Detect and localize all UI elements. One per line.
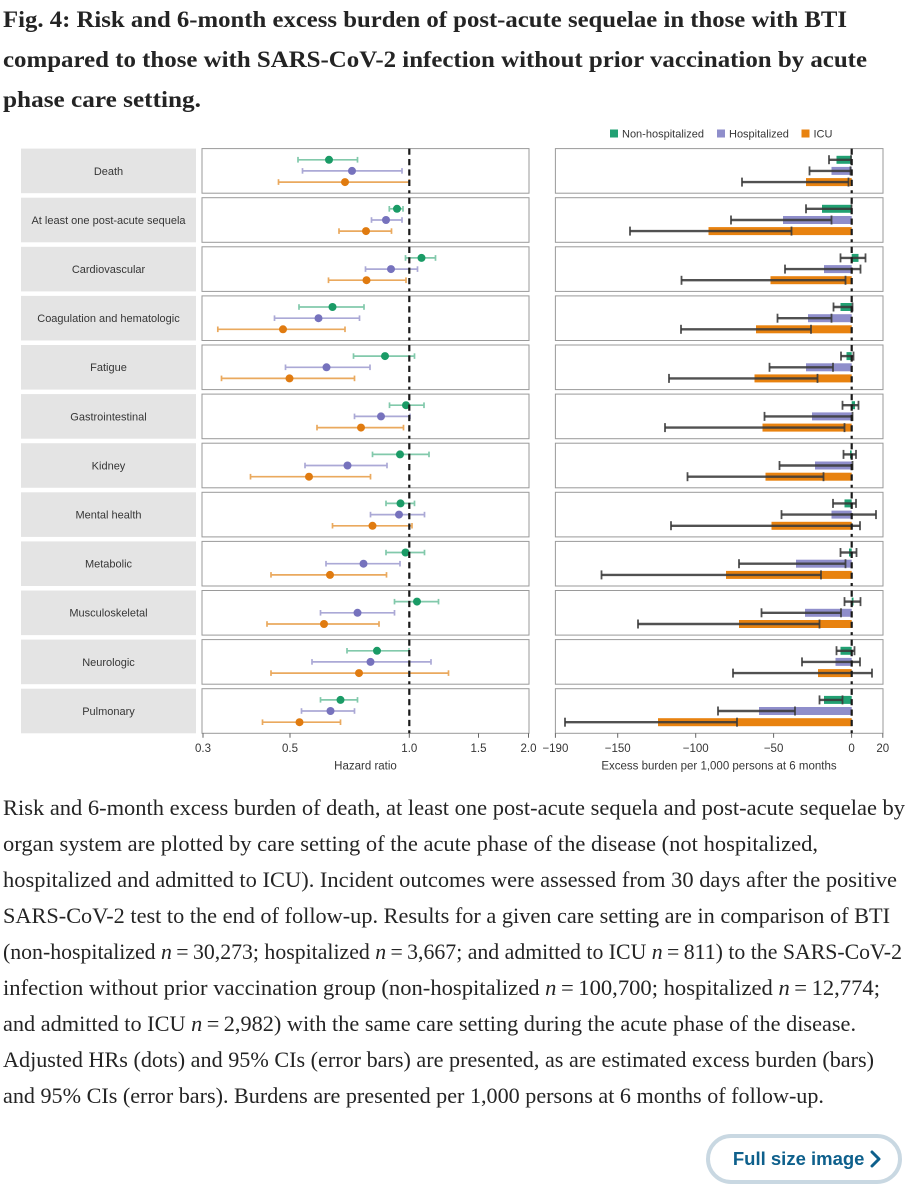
svg-text:Musculoskeletal: Musculoskeletal (69, 608, 147, 620)
svg-text:Fatigue: Fatigue (90, 362, 127, 374)
svg-text:1.0: 1.0 (401, 743, 417, 755)
svg-text:−50: −50 (764, 743, 784, 755)
svg-text:Coagulation and hematologic: Coagulation and hematologic (37, 313, 180, 325)
svg-text:Kidney: Kidney (92, 460, 126, 472)
svg-text:Cardiovascular: Cardiovascular (72, 264, 146, 276)
svg-text:Neurologic: Neurologic (82, 657, 135, 669)
svg-text:Non-hospitalized: Non-hospitalized (622, 128, 704, 140)
svg-text:Mental health: Mental health (75, 510, 141, 522)
svg-text:1.5: 1.5 (471, 743, 487, 755)
svg-text:Gastrointestinal: Gastrointestinal (70, 411, 146, 423)
svg-text:−190: −190 (542, 743, 568, 755)
svg-text:−100: −100 (683, 743, 709, 755)
svg-text:Pulmonary: Pulmonary (82, 706, 135, 718)
svg-text:Death: Death (94, 166, 123, 178)
svg-text:0.5: 0.5 (282, 743, 298, 755)
svg-text:2.0: 2.0 (521, 743, 537, 755)
svg-text:20: 20 (876, 743, 889, 755)
svg-text:0: 0 (848, 743, 854, 755)
svg-text:0.3: 0.3 (195, 743, 211, 755)
svg-text:Hospitalized: Hospitalized (729, 128, 789, 140)
svg-text:ICU: ICU (814, 128, 833, 140)
svg-text:At least one post-acute sequel: At least one post-acute sequela (31, 215, 186, 227)
svg-text:Metabolic: Metabolic (85, 559, 133, 571)
svg-text:−150: −150 (605, 743, 631, 755)
svg-text:Hazard ratio: Hazard ratio (334, 760, 397, 772)
svg-text:Excess burden per 1,000 person: Excess burden per 1,000 persons at 6 mon… (601, 760, 837, 772)
